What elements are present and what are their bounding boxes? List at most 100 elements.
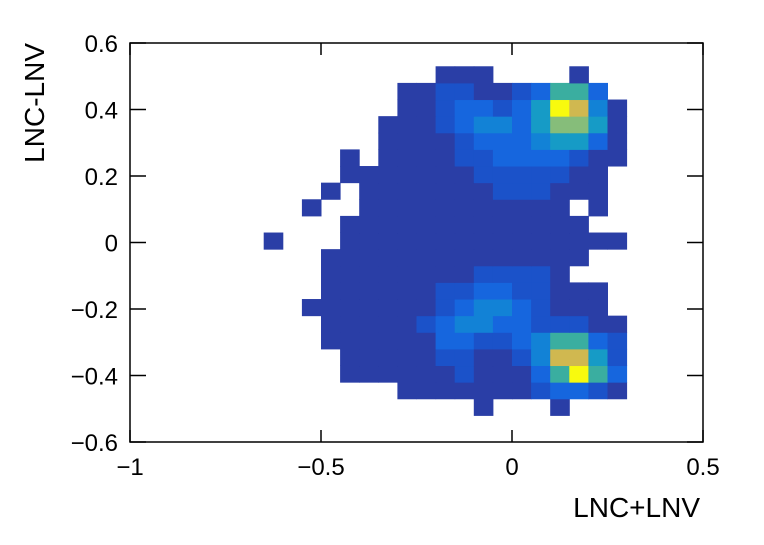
cell xyxy=(435,149,456,167)
cell xyxy=(569,382,589,400)
cell xyxy=(321,265,341,283)
cell xyxy=(416,116,437,134)
cell xyxy=(588,315,608,333)
cell xyxy=(416,199,437,217)
cell xyxy=(531,365,551,383)
cell xyxy=(550,332,570,350)
x-axis-label: LNC+LNV xyxy=(573,492,700,523)
cell xyxy=(531,182,551,200)
cell xyxy=(359,315,379,333)
cell xyxy=(397,215,417,234)
cell xyxy=(588,348,608,367)
cell xyxy=(359,249,379,267)
cell xyxy=(378,265,398,283)
cell xyxy=(359,166,379,184)
cell xyxy=(435,199,456,217)
cell xyxy=(473,166,494,184)
cell xyxy=(569,182,589,200)
cell xyxy=(378,315,398,333)
cell xyxy=(550,348,570,367)
cell xyxy=(492,299,513,317)
cell xyxy=(397,315,417,333)
cell xyxy=(435,282,456,300)
cell xyxy=(569,166,589,184)
cell xyxy=(378,249,398,267)
cell xyxy=(435,116,456,134)
cell xyxy=(473,249,494,267)
cell xyxy=(473,132,494,150)
cell xyxy=(569,149,589,167)
cell xyxy=(359,365,379,383)
cell xyxy=(359,265,379,283)
cell xyxy=(550,249,570,267)
cell xyxy=(607,116,628,134)
cell xyxy=(359,332,379,350)
cell xyxy=(397,99,417,117)
cell xyxy=(397,232,417,250)
cell xyxy=(492,315,513,333)
cell xyxy=(359,232,379,250)
x-tick-label: 0.5 xyxy=(686,454,719,481)
y-tick-label: −0.2 xyxy=(71,297,118,324)
cell xyxy=(378,132,398,150)
y-tick-label: 0 xyxy=(105,231,118,258)
cell xyxy=(531,149,551,167)
y-tick-label: −0.4 xyxy=(71,364,118,391)
cell xyxy=(473,149,494,167)
cell xyxy=(416,365,437,383)
cell xyxy=(263,232,284,250)
cell xyxy=(492,149,513,167)
cell xyxy=(492,232,513,250)
cell xyxy=(550,265,570,283)
cell xyxy=(512,332,532,350)
cell xyxy=(531,315,551,333)
cell xyxy=(454,249,475,267)
cell xyxy=(492,365,513,383)
cell xyxy=(588,99,608,117)
cell xyxy=(512,132,532,150)
cell xyxy=(416,215,437,234)
cell xyxy=(435,132,456,150)
cell xyxy=(588,149,608,167)
cell xyxy=(512,348,532,367)
cell xyxy=(359,299,379,317)
cell xyxy=(416,149,437,167)
cell xyxy=(435,232,456,250)
cell xyxy=(512,315,532,333)
cell xyxy=(531,82,551,101)
cell xyxy=(473,299,494,317)
cell xyxy=(359,348,379,367)
cell xyxy=(588,382,608,400)
cell xyxy=(454,365,475,383)
cell xyxy=(473,382,494,400)
cell xyxy=(416,348,437,367)
cell xyxy=(321,249,341,267)
cell xyxy=(531,99,551,117)
cell xyxy=(378,282,398,300)
cell xyxy=(397,382,417,400)
cell xyxy=(416,315,437,333)
cell xyxy=(397,249,417,267)
y-tick-label: 0.2 xyxy=(85,164,118,191)
cell xyxy=(340,299,360,317)
cell xyxy=(492,199,513,217)
cell xyxy=(416,99,437,117)
cell xyxy=(588,166,608,184)
cell xyxy=(588,365,608,383)
cell xyxy=(588,332,608,350)
cell xyxy=(512,249,532,267)
cell xyxy=(531,265,551,283)
cell xyxy=(569,116,589,134)
cell xyxy=(416,166,437,184)
cell xyxy=(359,182,379,200)
cell xyxy=(340,315,360,333)
cell xyxy=(512,166,532,184)
cell xyxy=(378,166,398,184)
cell xyxy=(416,282,437,300)
cell xyxy=(473,232,494,250)
cell xyxy=(473,199,494,217)
cell xyxy=(321,182,341,200)
cell xyxy=(607,315,628,333)
cell xyxy=(378,182,398,200)
cell xyxy=(550,232,570,250)
